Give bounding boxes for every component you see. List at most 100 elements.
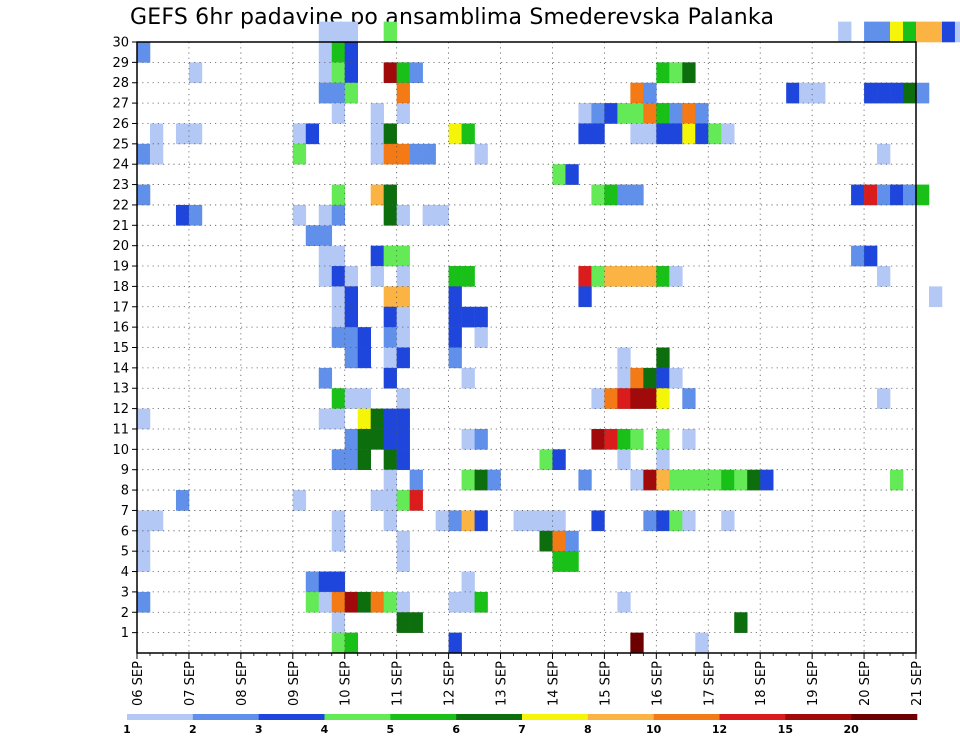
precip-cell	[864, 82, 878, 104]
precip-cell	[409, 469, 423, 491]
colorbar-label: 1	[123, 723, 131, 736]
precip-cell	[591, 184, 605, 206]
precip-cell	[578, 469, 592, 491]
precip-cell	[539, 449, 553, 470]
precip-cell	[591, 428, 605, 450]
y-tick-label: 18	[112, 280, 129, 295]
precip-cell	[409, 62, 423, 84]
precip-cell	[760, 469, 774, 491]
precip-cell	[656, 367, 670, 389]
precip-cell	[474, 143, 488, 165]
precip-cell	[344, 266, 359, 287]
x-tick-label: 07 SEP	[183, 661, 198, 706]
precip-cell	[396, 143, 410, 165]
y-tick-label: 27	[112, 97, 129, 112]
precip-cell	[461, 591, 475, 613]
y-tick-label: 22	[112, 198, 129, 213]
precip-cell	[617, 347, 631, 369]
precip-cell	[137, 530, 151, 552]
precip-cell	[656, 469, 670, 491]
precip-cell	[656, 428, 670, 450]
precip-cell	[630, 123, 644, 145]
precip-cell	[552, 164, 566, 185]
precip-cell	[331, 612, 346, 633]
y-tick-label: 26	[112, 117, 129, 132]
precip-cell	[461, 510, 475, 532]
x-tick-label: 12 SEP	[443, 661, 458, 706]
precip-cell	[318, 82, 333, 104]
colorbar-swatch	[456, 714, 523, 720]
precip-cell	[344, 286, 359, 308]
precip-cell	[396, 388, 410, 409]
precip-cell	[695, 469, 709, 491]
precip-cell	[422, 204, 436, 226]
precip-cell	[344, 428, 359, 450]
colorbar-swatch	[522, 714, 589, 720]
precip-cell	[383, 449, 397, 470]
precip-cell	[396, 347, 410, 369]
x-tick-label: 19 SEP	[806, 661, 821, 706]
precip-cell	[175, 490, 190, 511]
precip-cell	[461, 469, 475, 491]
y-tick-label: 2	[121, 606, 129, 621]
precip-cell	[864, 184, 878, 206]
precip-cell	[137, 42, 151, 63]
colorbar-swatch	[390, 714, 457, 720]
precip-cell	[630, 266, 644, 287]
precip-cell	[318, 204, 333, 226]
precip-cell	[461, 266, 475, 287]
precip-cell	[591, 388, 605, 409]
precip-cell	[396, 449, 410, 470]
precip-cell	[331, 82, 346, 104]
precip-cell	[656, 62, 670, 84]
precip-cell	[643, 123, 657, 145]
plot-frame	[136, 41, 917, 654]
y-tick-label: 29	[112, 56, 129, 71]
precip-cell	[409, 612, 423, 633]
precip-cell	[357, 347, 371, 369]
precip-cell	[370, 591, 384, 613]
precip-cell	[448, 123, 462, 145]
precip-cell	[474, 306, 488, 328]
precip-cell	[344, 62, 359, 84]
colorbar-swatch	[324, 714, 391, 720]
precip-cell	[617, 449, 631, 470]
precip-cell	[318, 21, 333, 43]
precip-cell	[318, 225, 333, 246]
precip-cell	[448, 347, 462, 369]
precip-cell	[656, 449, 670, 470]
precip-cell	[357, 408, 371, 430]
precip-cell	[630, 82, 644, 104]
precip-cell	[928, 21, 943, 43]
y-tick-label: 6	[121, 524, 129, 539]
y-tick-label: 9	[121, 463, 129, 478]
precip-cell	[137, 510, 151, 532]
precip-cell	[305, 123, 320, 145]
precip-cell	[682, 388, 696, 409]
precip-cell	[344, 632, 359, 654]
precip-cell	[708, 469, 722, 491]
precip-cell	[409, 143, 423, 165]
precip-cell	[604, 266, 618, 287]
precip-cell	[812, 82, 826, 104]
precip-cell	[591, 123, 605, 145]
colorbar-swatch	[258, 714, 325, 720]
precip-cell	[137, 408, 151, 430]
y-tick-label: 21	[112, 219, 129, 234]
precip-cell	[331, 103, 346, 124]
precip-cell	[344, 327, 359, 348]
precip-cell	[552, 449, 566, 470]
precip-cell	[578, 123, 592, 145]
colorbar-label: 15	[778, 723, 793, 736]
precip-cell	[331, 449, 346, 470]
precip-cell	[656, 266, 670, 287]
precip-cell	[383, 123, 397, 145]
precip-cell	[318, 62, 333, 84]
colorbar-label: 3	[255, 723, 263, 736]
precip-cell	[383, 286, 397, 308]
y-tick-label: 4	[121, 565, 129, 580]
precip-cell	[487, 469, 501, 491]
precip-cell	[656, 123, 670, 145]
precip-cell	[396, 286, 410, 308]
x-tick-label: 16 SEP	[650, 661, 665, 706]
